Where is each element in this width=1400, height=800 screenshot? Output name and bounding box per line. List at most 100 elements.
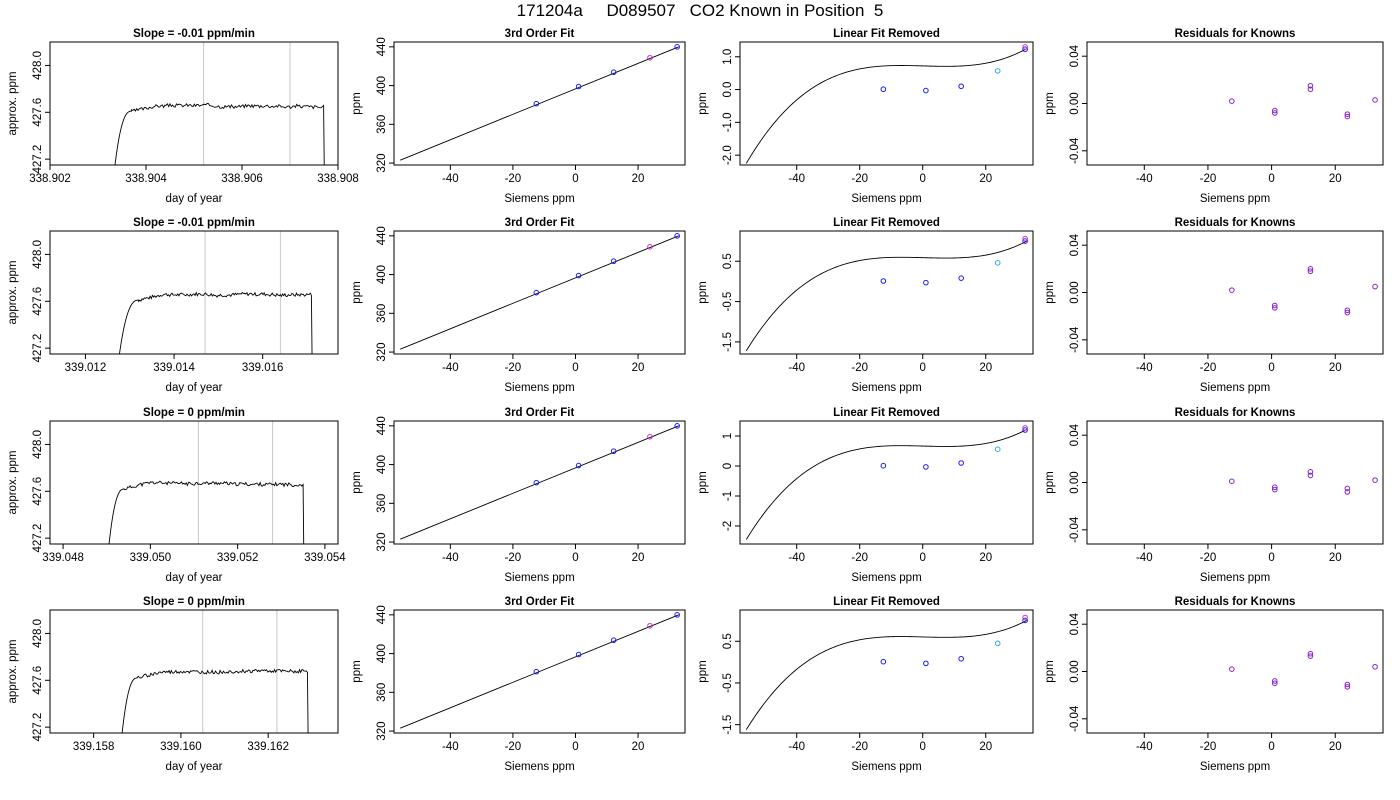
x-axis-label: Siemens ppm xyxy=(1200,193,1270,205)
data-point xyxy=(1229,666,1235,672)
plot-frame xyxy=(739,420,1034,545)
data-point xyxy=(1372,283,1378,290)
data-point xyxy=(1229,98,1235,104)
y-tick-label: -2.0 xyxy=(722,145,734,165)
x-axis-label: day of year xyxy=(166,382,223,394)
plot-frame xyxy=(1086,41,1384,166)
data-point xyxy=(880,462,887,469)
x-axis-label: Siemens ppm xyxy=(851,382,921,394)
x-tick-label: 339.014 xyxy=(153,362,195,374)
y-tick-label: 428.0 xyxy=(32,240,44,269)
plot-frame xyxy=(49,41,339,166)
y-tick-label: 440 xyxy=(376,226,388,245)
x-tick-label: 339.052 xyxy=(217,552,259,564)
x-tick-label: -20 xyxy=(1200,552,1217,564)
panel-r1c2: Linear Fit Removed -40 -20 0 20 -1.5 -0.5 0.5 Si… xyxy=(697,217,1034,394)
y-tick-label: 427.2 xyxy=(32,145,44,174)
x-tick-label: 338.904 xyxy=(125,173,167,185)
y-tick-label: 428.0 xyxy=(32,619,44,648)
panel-r3c2: Linear Fit Removed -40 -20 0 20 -1.5 -0.5 0.5 Si… xyxy=(697,596,1034,773)
data-point xyxy=(647,622,653,629)
y-axis-label: ppm xyxy=(697,92,709,114)
data-point xyxy=(958,460,964,466)
x-tick-label: 339.050 xyxy=(130,552,172,564)
data-point xyxy=(1344,309,1351,316)
y-axis-label: ppm xyxy=(697,281,709,303)
plot-frame xyxy=(739,230,1034,355)
data-point xyxy=(674,612,680,618)
plot-area xyxy=(1229,82,1378,120)
y-tick-label: 428.0 xyxy=(32,51,44,80)
y-tick-label: 0.00 xyxy=(1069,92,1081,114)
plot-frame xyxy=(393,609,686,734)
panel-r2c1: 3rd Order Fit -40 -20 0 20 320 360 400 440 Siemen… xyxy=(351,407,686,584)
y-axis-label: ppm xyxy=(697,471,709,493)
fit-curve-line xyxy=(400,614,679,729)
x-tick-label: 20 xyxy=(1329,552,1342,564)
x-axis-label: day of year xyxy=(166,761,223,773)
x-tick-label: 20 xyxy=(632,552,645,564)
plot-frame xyxy=(49,230,339,355)
data-point xyxy=(1344,681,1351,688)
y-tick-label: 428.0 xyxy=(32,430,44,459)
y-tick-label: -2 xyxy=(722,521,734,531)
y-tick-label: 427.6 xyxy=(32,287,44,316)
x-tick-label: -20 xyxy=(505,362,522,374)
x-axis-label: Siemens ppm xyxy=(851,761,921,773)
data-point xyxy=(1372,663,1378,670)
x-axis-label: Siemens ppm xyxy=(504,761,574,773)
data-point xyxy=(533,100,540,107)
panel-r2c2: Linear Fit Removed -40 -20 0 20 -2 -1 0 1 Siemens… xyxy=(697,407,1034,584)
data-point xyxy=(923,660,929,667)
panel-title: Slope = 0 ppm/min xyxy=(143,596,245,608)
data-point xyxy=(674,44,680,50)
x-tick-label: -20 xyxy=(851,552,868,564)
data-point xyxy=(575,462,582,469)
y-tick-label: 427.2 xyxy=(32,713,44,742)
data-point xyxy=(923,279,929,286)
panel-r0c2: Linear Fit Removed -40 -20 0 20 -2.0 -1.0 0.0 1.… xyxy=(697,28,1034,205)
x-axis-label: Siemens ppm xyxy=(1200,572,1270,584)
panel-r0c3: Residuals for Knowns -40 -20 0 20 -0.04 0.00 0.… xyxy=(1044,28,1384,205)
x-tick-label: 339.012 xyxy=(65,362,107,374)
panel-r1c3: Residuals for Knowns -40 -20 0 20 -0.04 0.00 0.… xyxy=(1044,217,1384,394)
data-point xyxy=(923,464,929,470)
data-point xyxy=(610,69,617,76)
data-point xyxy=(1307,86,1314,93)
ppm-trace-line xyxy=(108,480,305,544)
data-point xyxy=(958,83,964,90)
y-tick-label: 400 xyxy=(376,644,388,663)
panel-title: Residuals for Knowns xyxy=(1175,596,1296,608)
x-tick-label: 339.158 xyxy=(73,741,115,753)
fit-curve-line xyxy=(400,235,679,350)
y-tick-label: 320 xyxy=(376,532,388,551)
fit-curve-line xyxy=(400,425,679,540)
panel-title: Linear Fit Removed xyxy=(833,407,940,419)
x-tick-label: -40 xyxy=(788,362,805,374)
y-tick-label: 0.04 xyxy=(1069,423,1081,446)
x-tick-label: 0 xyxy=(920,552,926,564)
plot-area xyxy=(108,421,305,544)
x-tick-label: -20 xyxy=(851,741,868,753)
data-point xyxy=(880,658,887,665)
plot-frame xyxy=(1086,609,1384,734)
plot-area xyxy=(1229,266,1378,316)
y-axis-label: approx. ppm xyxy=(7,451,19,515)
x-tick-label: 20 xyxy=(979,173,992,185)
data-point xyxy=(1271,486,1278,493)
x-tick-label: -40 xyxy=(442,741,459,753)
x-tick-label: -40 xyxy=(442,552,459,564)
data-point xyxy=(1344,113,1351,120)
data-point xyxy=(1229,478,1235,485)
y-axis-label: ppm xyxy=(351,92,363,114)
data-point xyxy=(610,448,617,455)
fit-curve-line xyxy=(745,620,1027,730)
x-axis-label: day of year xyxy=(166,572,223,584)
data-point xyxy=(958,275,964,281)
plot-area xyxy=(114,42,325,165)
panel-title: Residuals for Knowns xyxy=(1175,28,1296,40)
data-point xyxy=(1372,477,1378,483)
data-point xyxy=(994,640,1001,647)
y-tick-label: -0.04 xyxy=(1069,705,1081,732)
